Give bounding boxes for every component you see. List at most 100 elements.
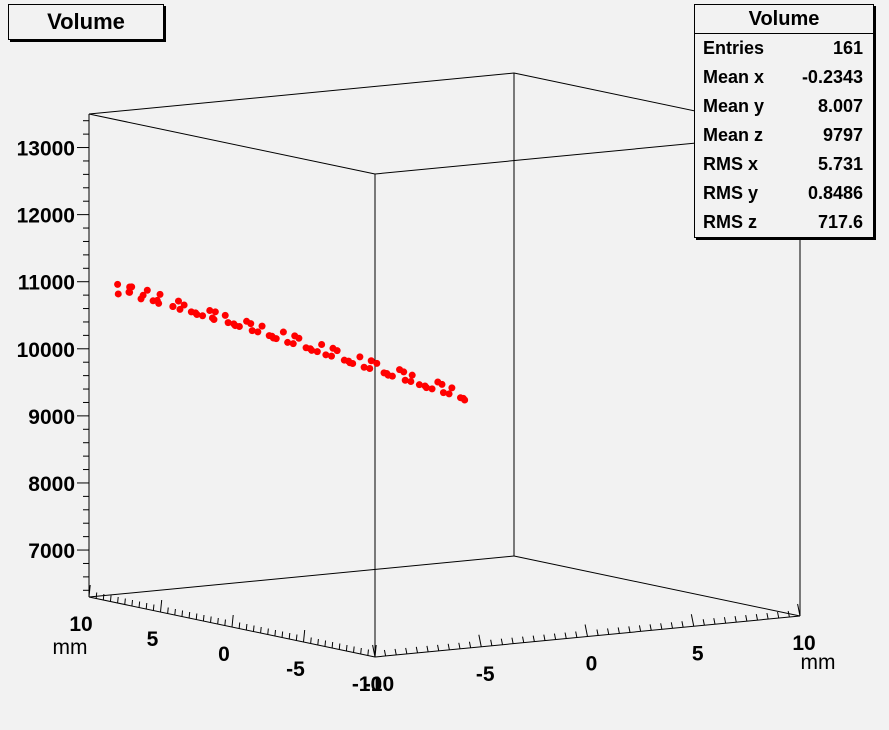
x-minor-tick <box>702 619 705 626</box>
box-edge <box>88 113 376 175</box>
x-minor-tick <box>681 621 684 628</box>
y-minor-tick <box>131 599 133 607</box>
x-minor-tick <box>405 647 408 655</box>
y-tick-label: 0 <box>218 643 230 666</box>
data-point <box>128 283 136 291</box>
x-minor-tick <box>787 610 790 618</box>
data-point <box>235 323 243 331</box>
y-minor-tick <box>324 640 327 647</box>
data-point <box>349 359 357 367</box>
stats-value: 0.8486 <box>807 183 863 203</box>
stats-value: -0.2343 <box>801 67 863 87</box>
x-minor-tick <box>745 615 748 622</box>
data-point <box>448 384 456 392</box>
box-edge <box>513 555 801 617</box>
z-tick-label: 9000 <box>28 406 75 429</box>
y-minor-tick <box>317 638 319 646</box>
x-minor-tick <box>713 618 716 625</box>
x-minor-tick <box>415 646 418 653</box>
x-minor-tick <box>543 634 546 641</box>
data-point <box>295 334 303 342</box>
x-minor-tick <box>617 627 620 634</box>
z-tick-label: 13000 <box>17 138 75 161</box>
data-point <box>388 372 396 380</box>
y-tick-label: 5 <box>147 628 159 651</box>
x-minor-tick <box>500 638 503 645</box>
data-point <box>333 347 341 355</box>
data-point <box>176 305 184 313</box>
x-minor-tick <box>596 629 599 636</box>
data-point <box>428 385 436 393</box>
x-tick-label: 5 <box>692 642 704 665</box>
y-minor-tick <box>267 628 269 635</box>
x-minor-tick <box>522 636 525 643</box>
y-major-tick <box>88 584 91 598</box>
data-point <box>308 346 316 354</box>
data-point <box>139 291 147 299</box>
x-minor-tick <box>447 643 450 650</box>
y-minor-tick <box>238 622 241 629</box>
x-minor-tick <box>638 625 642 632</box>
y-minor-tick <box>260 626 262 634</box>
x-minor-tick <box>426 645 429 652</box>
x-minor-tick <box>458 642 461 649</box>
y-minor-tick <box>124 598 126 605</box>
y-minor-tick <box>210 616 212 623</box>
y-minor-tick <box>295 634 298 641</box>
data-point <box>279 328 287 336</box>
y-axis-title: mm <box>53 636 88 659</box>
data-point <box>373 359 381 367</box>
y-minor-tick <box>195 613 198 620</box>
stats-value: 9797 <box>822 125 863 145</box>
x-minor-tick <box>383 649 387 657</box>
stats-label: Entries <box>703 38 765 58</box>
z-tick-label: 7000 <box>28 540 75 563</box>
y-minor-tick <box>367 649 369 656</box>
y-minor-tick <box>145 602 148 610</box>
x-axis-title: mm <box>801 651 836 674</box>
stats-row-rms-x: RMS x 5.731 <box>695 150 873 179</box>
y-major-tick <box>303 629 306 643</box>
y-tick-label: -5 <box>286 658 305 681</box>
data-point <box>155 299 163 307</box>
z-tick-label: 11000 <box>18 272 75 295</box>
stats-label: Mean z <box>703 125 764 145</box>
y-minor-tick <box>117 596 119 604</box>
data-point <box>211 308 219 316</box>
y-tick-label: 10 <box>69 613 92 636</box>
y-minor-tick <box>138 601 141 608</box>
data-point <box>356 353 364 361</box>
stats-label: RMS y <box>703 183 759 203</box>
x-major-tick <box>372 644 376 658</box>
y-minor-tick <box>95 592 98 599</box>
x-minor-tick <box>437 644 440 651</box>
x-minor-tick <box>734 616 737 623</box>
x-minor-tick <box>511 637 514 644</box>
stats-value: 8.007 <box>817 96 863 116</box>
data-point <box>114 280 122 288</box>
x-minor-tick <box>490 639 493 646</box>
chart-title: Volume <box>8 4 164 40</box>
y-minor-tick <box>274 629 276 637</box>
data-point <box>208 314 216 322</box>
data-point <box>247 320 255 328</box>
y-minor-tick <box>174 608 176 616</box>
y-minor-tick <box>152 604 155 611</box>
stats-row-mean-x: Mean x -0.2343 <box>695 63 873 92</box>
data-point <box>438 380 446 388</box>
stats-value: 717.6 <box>817 212 863 232</box>
x-major-tick <box>584 624 588 637</box>
data-point <box>367 357 375 365</box>
data-point <box>415 381 423 389</box>
y-minor-tick <box>345 644 348 652</box>
stats-row-rms-z: RMS z 717.6 <box>695 208 873 237</box>
y-major-tick <box>231 614 234 628</box>
y-tick-label: -10 <box>352 673 382 696</box>
data-point <box>114 290 122 298</box>
y-minor-tick <box>202 614 205 622</box>
box-edge <box>88 72 515 115</box>
x-minor-tick <box>394 648 397 656</box>
y-minor-tick <box>245 623 248 631</box>
stats-row-mean-y: Mean y 8.007 <box>695 92 873 121</box>
x-minor-tick <box>649 624 652 631</box>
